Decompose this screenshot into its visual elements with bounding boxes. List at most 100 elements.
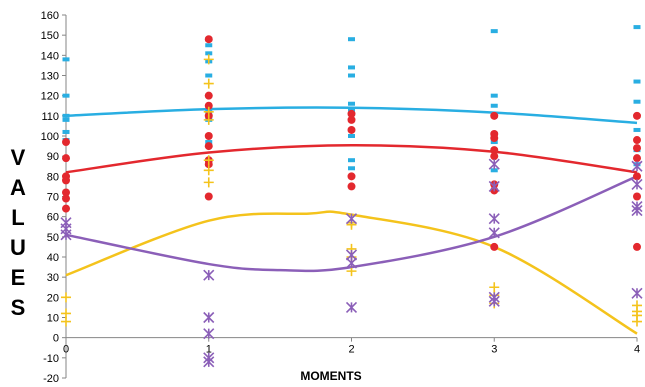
point-dash	[633, 79, 641, 84]
point-dash	[205, 43, 213, 48]
point-circle	[347, 109, 356, 118]
point-dash	[490, 103, 498, 108]
point-circle	[62, 188, 70, 197]
trend-line-plus	[65, 210, 638, 335]
point-dash	[633, 25, 641, 30]
point-dash	[205, 140, 213, 145]
point-circle	[204, 35, 213, 44]
y-tick-label: 50	[47, 232, 59, 244]
point-dash	[633, 99, 641, 104]
y-axis-label-letter: U	[10, 235, 26, 260]
point-circle	[490, 152, 499, 161]
y-tick-label: 80	[47, 171, 59, 183]
trend-line-dash	[65, 106, 638, 125]
point-circle	[633, 136, 641, 145]
point-dash	[62, 93, 70, 98]
point-dash	[348, 134, 355, 138]
point-circle	[347, 125, 356, 134]
point-plus	[61, 316, 71, 327]
y-tick-label: 140	[41, 50, 59, 62]
y-tick-label: 100	[41, 131, 59, 143]
trend-lines	[65, 106, 638, 335]
x-tick-label: 1	[206, 344, 212, 356]
point-plus	[61, 292, 71, 303]
y-axis-label-letter: V	[11, 145, 26, 170]
point-dash	[490, 29, 498, 34]
point-circle	[633, 172, 641, 181]
point-dash	[348, 158, 355, 163]
point-plus	[203, 155, 214, 166]
point-plus	[203, 165, 214, 176]
y-tick-label: 10	[47, 313, 59, 325]
point-asterisk	[203, 356, 215, 368]
point-asterisk	[203, 269, 215, 281]
point-asterisk	[631, 287, 643, 299]
point-dash	[348, 107, 355, 112]
point-plus	[632, 316, 642, 327]
point-asterisk	[631, 205, 643, 217]
x-axis-label-group: MOMENTS	[300, 369, 361, 383]
y-tick-label: 90	[47, 151, 59, 163]
y-tick-label: 160	[41, 10, 59, 22]
point-dash	[490, 168, 498, 173]
point-dash	[62, 129, 70, 134]
point-asterisk	[631, 178, 643, 190]
y-tick-label: 130	[41, 71, 59, 83]
point-circle	[62, 138, 70, 147]
x-tick-labels: 0 1 2 3 4	[63, 344, 640, 356]
x-tick-label: 3	[491, 344, 497, 356]
point-circle	[633, 111, 641, 120]
trend-line-asterisk	[65, 175, 638, 273]
axes	[62, 14, 638, 379]
x-tick-label: 4	[634, 344, 640, 356]
point-circle	[490, 111, 499, 120]
point-circle	[633, 242, 641, 251]
point-circle	[204, 101, 213, 110]
y-tick-label: -20	[43, 373, 59, 385]
y-tick-label: 40	[47, 252, 59, 264]
point-asterisk	[631, 160, 643, 172]
point-dash	[62, 57, 70, 62]
point-dash	[348, 101, 355, 106]
point-dash	[348, 166, 355, 171]
point-asterisk	[488, 295, 500, 307]
point-plus	[203, 54, 214, 65]
x-tick-label: 0	[63, 344, 69, 356]
y-tick-label: 20	[47, 292, 59, 304]
y-axis-label-letter: L	[11, 205, 24, 230]
point-circle	[347, 182, 356, 191]
point-dash	[490, 93, 498, 98]
y-axis-label-letter: E	[11, 265, 26, 290]
point-dash	[348, 65, 355, 70]
point-asterisk	[60, 229, 72, 241]
point-plus	[203, 177, 214, 188]
point-circle	[204, 142, 213, 151]
point-asterisk	[488, 213, 500, 225]
y-tick-label: 0	[53, 333, 59, 345]
point-asterisk	[488, 180, 500, 192]
point-asterisk	[488, 227, 500, 239]
point-circle	[204, 91, 213, 100]
point-dash	[205, 51, 213, 56]
point-plus	[203, 78, 214, 89]
point-dash	[348, 37, 355, 42]
point-circle	[490, 146, 499, 155]
y-tick-labels: -20 -10 0 10 20 30 40 50 60 70 80 90 100 110 120 130 140…	[41, 10, 59, 385]
point-dash	[62, 117, 70, 122]
y-tick-label: 30	[47, 272, 59, 284]
y-tick-label: 60	[47, 212, 59, 224]
point-circle	[204, 192, 213, 201]
point-circle	[62, 204, 70, 213]
point-dash	[633, 127, 641, 132]
point-dash	[62, 113, 70, 118]
y-tick-label: 120	[41, 91, 59, 103]
y-axis-label-letter: S	[11, 295, 26, 320]
point-circle	[633, 154, 641, 163]
y-tick-label: 110	[41, 111, 59, 123]
point-dash	[490, 140, 498, 145]
point-circle	[633, 192, 641, 201]
point-circle	[347, 172, 356, 181]
point-circle	[633, 144, 641, 153]
point-dash	[348, 73, 355, 78]
